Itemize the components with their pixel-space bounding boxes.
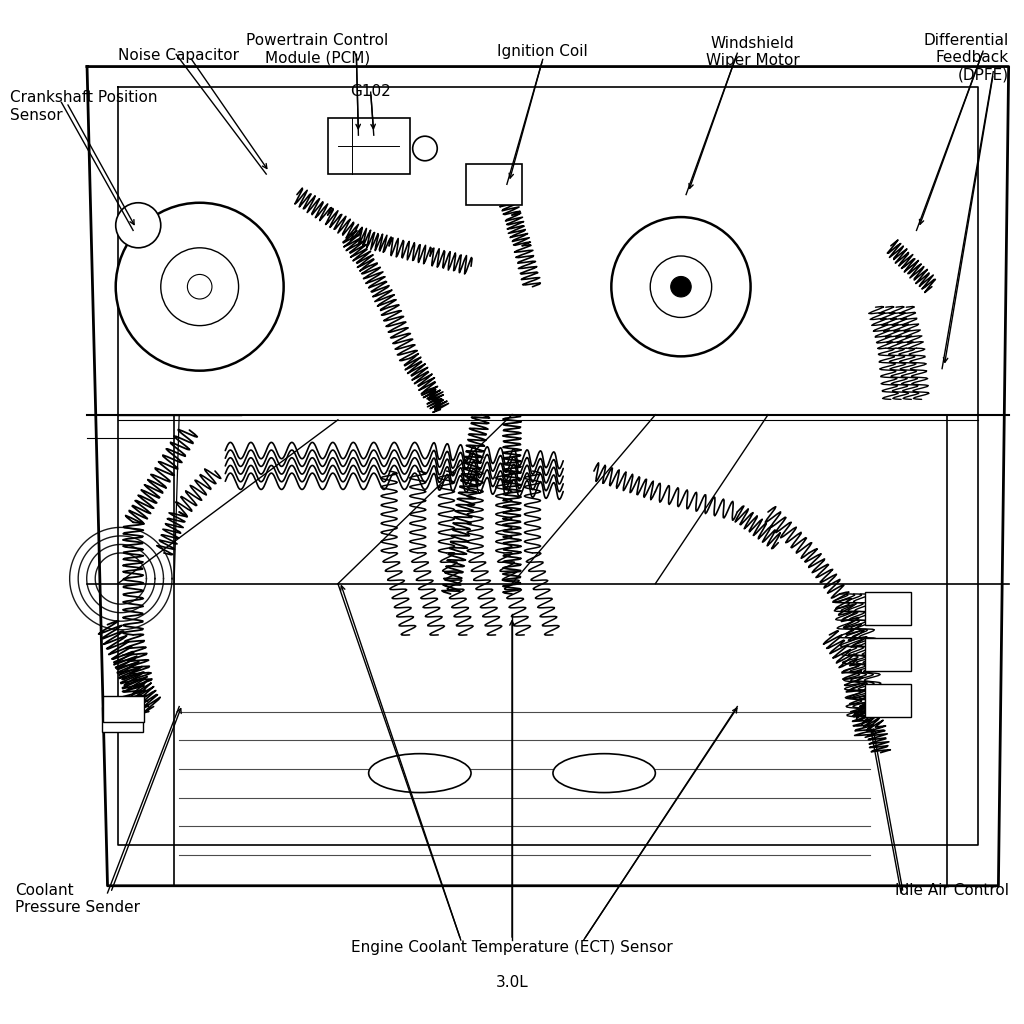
Bar: [328, 118, 410, 174]
Bar: [466, 164, 522, 205]
Circle shape: [116, 203, 284, 371]
Bar: [865, 592, 911, 625]
Text: Ignition Coil: Ignition Coil: [498, 44, 588, 59]
Text: Powertrain Control
Module (PCM): Powertrain Control Module (PCM): [247, 33, 388, 66]
Text: Differential
Feedback
(DPFE): Differential Feedback (DPFE): [924, 33, 1009, 83]
Circle shape: [161, 248, 239, 326]
Circle shape: [611, 217, 751, 356]
Text: Noise Capacitor: Noise Capacitor: [118, 48, 239, 63]
Bar: [865, 684, 911, 717]
Text: G102: G102: [350, 84, 391, 99]
Bar: [103, 696, 144, 722]
Circle shape: [650, 256, 712, 317]
Circle shape: [187, 274, 212, 299]
Text: 3.0L: 3.0L: [496, 975, 528, 990]
Text: Coolant
Pressure Sender: Coolant Pressure Sender: [15, 883, 140, 915]
Text: Engine Coolant Temperature (ECT) Sensor: Engine Coolant Temperature (ECT) Sensor: [351, 940, 673, 955]
Text: Idle Air Control: Idle Air Control: [895, 883, 1009, 898]
Ellipse shape: [553, 754, 655, 793]
Circle shape: [413, 136, 437, 161]
Bar: [102, 707, 143, 732]
Ellipse shape: [369, 754, 471, 793]
Circle shape: [671, 276, 691, 297]
Bar: [865, 638, 911, 671]
Circle shape: [116, 203, 161, 248]
Text: Crankshaft Position
Sensor: Crankshaft Position Sensor: [10, 90, 158, 123]
Text: Windshield
Wiper Motor: Windshield Wiper Motor: [706, 36, 800, 69]
